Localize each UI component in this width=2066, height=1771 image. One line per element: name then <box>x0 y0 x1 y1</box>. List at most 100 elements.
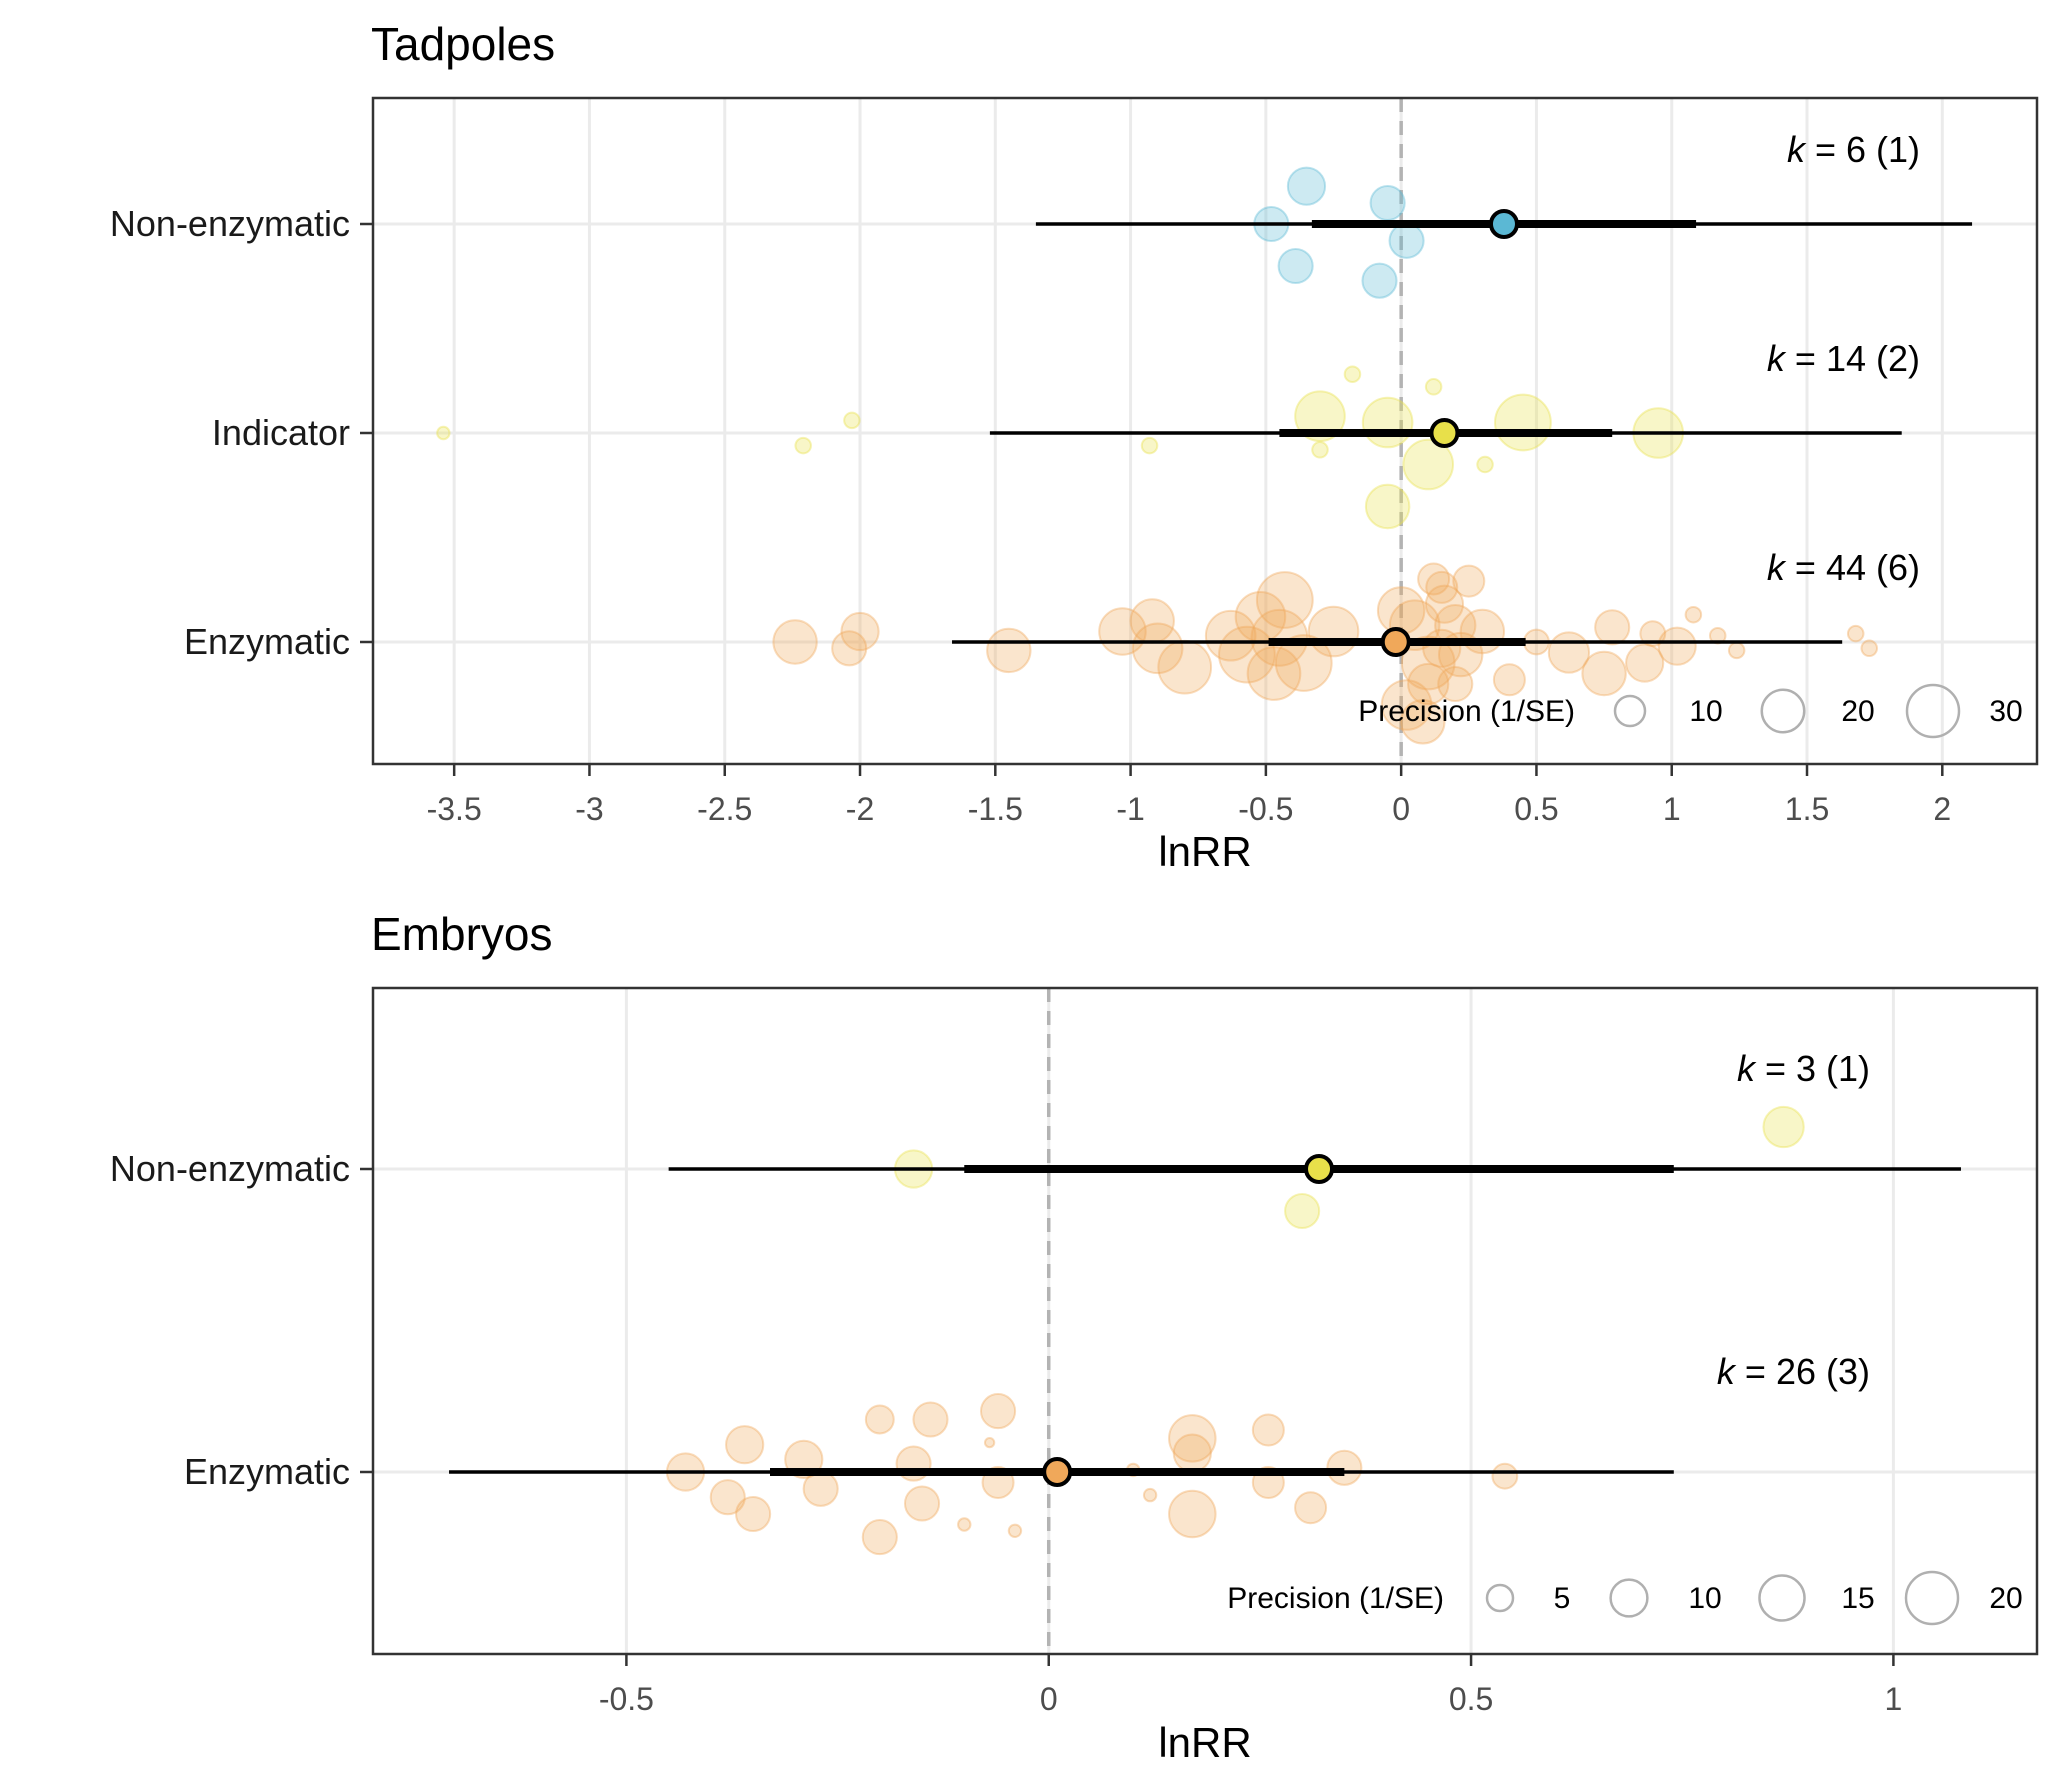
effect-size-point <box>735 1495 772 1533</box>
effect-size-point <box>1400 635 1456 691</box>
x-tick-label: -3 <box>575 791 603 827</box>
x-tick-label: 2 <box>1933 791 1951 827</box>
effect-size-point <box>1251 1413 1285 1447</box>
k-label: k = 26 (3) <box>1717 1351 1870 1392</box>
effect-size-point <box>1168 1489 1217 1539</box>
effect-size-point <box>772 619 818 665</box>
effect-size-point <box>802 1470 839 1507</box>
effect-size-point <box>1424 584 1465 624</box>
effect-size-point <box>1255 571 1314 629</box>
effect-size-point <box>1491 1462 1519 1490</box>
effect-size-point <box>1684 605 1703 624</box>
legend-size-key <box>1613 694 1647 728</box>
effect-size-point <box>1364 483 1411 530</box>
effect-size-point <box>1294 1491 1328 1525</box>
point-estimate <box>1488 209 1519 239</box>
effect-size-point <box>843 411 861 430</box>
x-tick-label: -3.5 <box>427 791 482 827</box>
legend-title: Precision (1/SE) <box>1358 695 1575 728</box>
effect-size-point <box>1369 184 1406 222</box>
x-tick-label: 0 <box>1040 1681 1058 1717</box>
group-indicator <box>436 365 1902 530</box>
effect-size-point <box>986 627 1032 674</box>
x-tick-label: 1.5 <box>1785 791 1829 827</box>
effect-size-point <box>1361 396 1414 449</box>
point-estimate <box>1304 1154 1335 1184</box>
y-tick-label: Enzymatic <box>184 621 350 662</box>
point-estimate <box>1042 1457 1073 1487</box>
k-value: = 3 (1) <box>1765 1048 1870 1089</box>
effect-size-point <box>1581 650 1627 697</box>
effect-size-point <box>1424 378 1443 396</box>
effect-size-point <box>1311 441 1329 459</box>
effect-size-point <box>912 1401 949 1438</box>
k-value: = 6 (1) <box>1815 129 1920 170</box>
k-value: = 44 (6) <box>1795 547 1920 588</box>
effect-size-point <box>1494 393 1552 452</box>
legend-size-label: 5 <box>1554 1582 1571 1615</box>
x-tick-label: 0 <box>1392 791 1410 827</box>
legend-size-key <box>1904 1570 1960 1626</box>
effect-size-point <box>1131 622 1184 675</box>
effect-size-point <box>1274 634 1333 692</box>
effect-size-point <box>861 1519 898 1556</box>
effect-size-point <box>831 630 868 667</box>
effect-size-point <box>983 1436 996 1449</box>
effect-size-point <box>1437 665 1474 703</box>
x-tick-label: 0.5 <box>1449 1681 1493 1717</box>
plot-area <box>373 98 2037 764</box>
effect-size-point <box>1400 699 1446 745</box>
x-tick-label: 1 <box>1885 1681 1903 1717</box>
legend-size-key <box>1758 1574 1806 1622</box>
k-label: k = 3 (1) <box>1737 1048 1870 1089</box>
effect-size-point <box>1250 608 1309 667</box>
effect-size-point <box>1343 365 1362 383</box>
effect-size-point <box>980 1393 1017 1430</box>
panel-title: Tadpoles <box>371 18 555 70</box>
effect-size-point <box>1425 570 1459 604</box>
effect-size-point <box>864 1404 895 1435</box>
group-non-enzymatic <box>1035 166 1973 299</box>
k-value: = 14 (2) <box>1795 338 1920 379</box>
effect-size-point <box>1388 222 1425 259</box>
k-value: = 26 (3) <box>1745 1351 1870 1392</box>
legend-size-label: 30 <box>1989 695 2022 728</box>
effect-size-point <box>709 1479 746 1516</box>
effect-size-point <box>840 611 880 652</box>
k-symbol: k <box>1717 1351 1745 1392</box>
k-symbol: k <box>1737 1048 1765 1089</box>
y-tick-label: Non-enzymatic <box>110 203 350 244</box>
effect-size-point <box>1007 1523 1023 1539</box>
effect-size-point <box>1594 609 1631 646</box>
effect-size-point <box>1417 562 1451 596</box>
legend-size-key <box>1609 1578 1649 1618</box>
effect-size-point <box>1657 626 1697 666</box>
effect-size-point <box>1294 390 1346 443</box>
legend-size-label: 10 <box>1688 1582 1721 1615</box>
effect-size-point <box>1625 643 1665 683</box>
panel-embryos: Embryos Non-enzymatic k = 3 (1) Enzymatic k … <box>110 908 2039 1766</box>
effect-size-point <box>1246 646 1302 701</box>
effect-size-point <box>1361 262 1398 299</box>
effect-size-point <box>1172 1433 1212 1473</box>
legend-size-key <box>1905 683 1961 739</box>
x-tick-label: -2 <box>846 791 874 827</box>
group-non-enzymatic <box>668 1105 1961 1230</box>
effect-size-point <box>1140 436 1159 455</box>
panel-title: Embryos <box>371 908 552 960</box>
effect-size-point <box>1168 1414 1217 1463</box>
plot-border <box>371 986 2039 1656</box>
legend-title: Precision (1/SE) <box>1227 1582 1444 1615</box>
effect-size-point <box>1846 624 1865 643</box>
x-tick-label: -2.5 <box>697 791 752 827</box>
effect-size-point <box>957 1517 972 1532</box>
effect-size-point <box>794 436 812 455</box>
x-axis-label: lnRR <box>1158 1719 1251 1766</box>
effect-size-point <box>1286 166 1327 206</box>
point-estimate <box>1429 418 1460 448</box>
effect-size-point <box>1727 641 1746 660</box>
group-enzymatic <box>772 562 1878 745</box>
k-label: k = 44 (6) <box>1767 547 1920 588</box>
k-symbol: k <box>1767 547 1795 588</box>
